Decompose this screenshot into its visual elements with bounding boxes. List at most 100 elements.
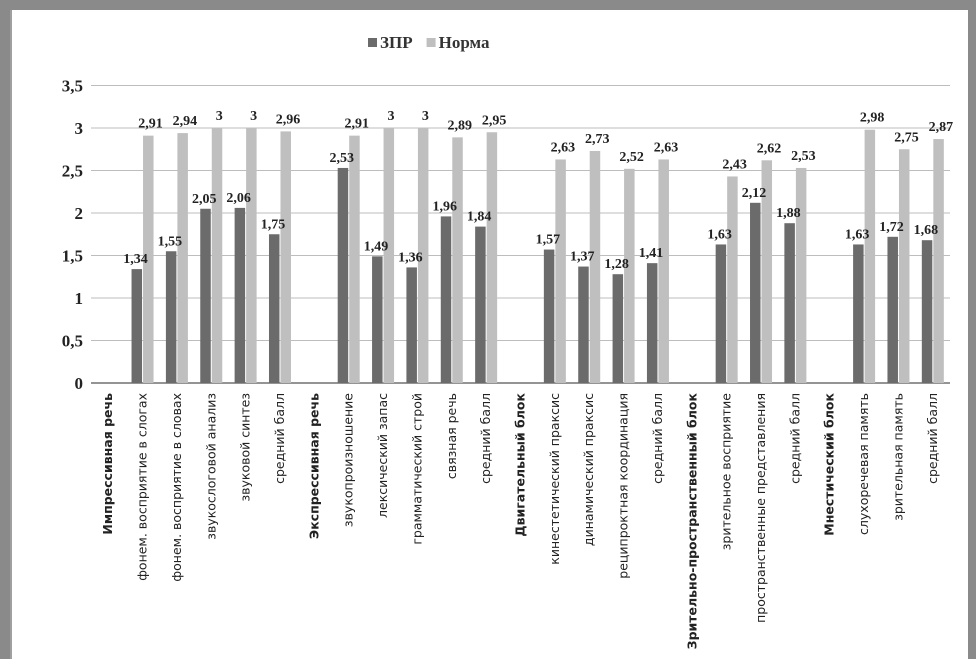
- x-category-label: лексический запас: [375, 393, 390, 518]
- data-label-zpr: 1,55: [158, 234, 183, 249]
- x-category-label: слухоречевая память: [856, 393, 871, 535]
- bar-norm: [177, 133, 188, 383]
- data-label-zpr: 1,37: [570, 250, 595, 265]
- x-category-label: зрительное восприятие: [719, 393, 734, 551]
- x-category-label: Зрительно-пространственный блок: [684, 392, 699, 649]
- x-category-label: фонем. восприятие в словах: [169, 393, 184, 582]
- x-category-label: звуковой синтез: [238, 393, 253, 502]
- x-category-label: средний балл: [478, 393, 493, 484]
- data-label-zpr: 1,28: [604, 257, 629, 272]
- bar-norm: [589, 150, 601, 383]
- bar-norm: [383, 128, 395, 383]
- data-label-norm: 3: [388, 109, 395, 124]
- legend-label-1: Норма: [439, 33, 490, 52]
- data-label-norm: 2,63: [551, 140, 576, 155]
- x-category-label: Мнестический блок: [822, 392, 837, 535]
- data-label-zpr: 2,53: [329, 151, 354, 166]
- x-category-label: средний балл: [650, 393, 665, 484]
- data-label-norm: 2,63: [654, 140, 679, 155]
- bar-norm: [417, 128, 429, 383]
- data-label-zpr: 1,36: [398, 250, 423, 265]
- x-category-label: связная речь: [444, 393, 459, 479]
- bar-norm: [795, 167, 807, 383]
- bar-norm: [624, 168, 635, 383]
- data-label-norm: 2,87: [929, 120, 954, 135]
- data-label-norm: 2,91: [344, 117, 369, 132]
- legend-swatch-0: [368, 38, 377, 47]
- bar-zpr: [131, 269, 143, 383]
- bar-zpr: [234, 207, 246, 383]
- data-label-zpr: 1,68: [914, 223, 939, 238]
- bar-zpr: [750, 202, 761, 383]
- data-label-zpr: 1,57: [536, 233, 561, 248]
- data-label-zpr: 2,06: [226, 191, 251, 206]
- data-label-zpr: 1,96: [433, 199, 458, 214]
- y-tick-label: 1: [75, 289, 84, 308]
- bar-zpr: [268, 234, 280, 383]
- data-label-norm: 2,98: [860, 111, 885, 126]
- bar-norm: [761, 160, 773, 383]
- y-tick-label: 3,5: [62, 77, 83, 96]
- grid-lines: [91, 85, 950, 384]
- bar-norm: [933, 139, 944, 383]
- x-category-label: кинестетический праксис: [547, 393, 562, 565]
- bar-norm: [211, 128, 223, 383]
- chart-frame: ЗПР Норма 0 0,5 1 1,5 2 2,5 3 3,5 1,34 2,91 1,55 2,…: [10, 10, 968, 659]
- data-label-norm: 2,94: [173, 114, 198, 129]
- data-label-zpr: 1,84: [467, 210, 492, 225]
- bar-zpr: [612, 274, 624, 383]
- data-label-norm: 2,96: [276, 112, 301, 127]
- bar-zpr: [887, 236, 898, 383]
- x-category-label: средний балл: [272, 393, 287, 484]
- data-label-zpr: 1,72: [879, 220, 904, 235]
- y-tick-label: 0,5: [62, 332, 83, 351]
- x-category-label: Двигательный блок: [513, 392, 528, 536]
- bar-norm: [658, 159, 669, 383]
- data-label-zpr: 1,63: [707, 227, 732, 242]
- data-label-zpr: 1,75: [261, 217, 286, 232]
- x-category-label: Импрессивная речь: [100, 393, 115, 535]
- bar-norm: [452, 137, 463, 383]
- bar-zpr: [646, 263, 658, 383]
- data-label-norm: 2,91: [138, 117, 163, 132]
- data-label-zpr: 2,12: [742, 186, 767, 201]
- data-label-norm: 2,43: [722, 157, 747, 172]
- bar-zpr: [853, 244, 864, 383]
- data-label-norm: 2,75: [894, 130, 919, 145]
- bar-norm: [898, 149, 910, 383]
- legend: ЗПР Норма: [368, 33, 490, 52]
- data-label-zpr: 1,34: [123, 252, 148, 267]
- y-tick-label: 2,5: [62, 162, 83, 181]
- bar-norm: [349, 135, 360, 383]
- bar-zpr: [440, 216, 452, 383]
- x-category-label: средний балл: [787, 393, 802, 484]
- y-tick-label: 1,5: [62, 247, 83, 266]
- bar-zpr: [165, 251, 177, 383]
- bar-zpr: [784, 223, 795, 383]
- bar-norm: [555, 159, 566, 383]
- legend-label-0: ЗПР: [380, 33, 413, 52]
- bar-norm: [143, 135, 154, 383]
- bars: [131, 128, 944, 383]
- bar-zpr: [543, 249, 555, 383]
- bar-zpr: [200, 208, 211, 383]
- data-label-zpr: 1,49: [364, 239, 389, 254]
- x-category-label: звукопроизношение: [341, 393, 356, 527]
- bar-norm: [864, 129, 876, 383]
- bar-zpr: [715, 244, 727, 383]
- bar-zpr: [372, 256, 383, 383]
- bar-norm: [486, 132, 498, 383]
- data-label-norm: 3: [422, 109, 429, 124]
- bar-zpr: [337, 167, 349, 383]
- bar-zpr: [578, 266, 589, 383]
- x-category-label: грамматический строй: [409, 393, 424, 545]
- bar-zpr: [475, 226, 486, 383]
- x-category-label: пространственные представления: [753, 393, 768, 623]
- legend-swatch-1: [426, 38, 436, 47]
- bar-norm: [246, 128, 257, 383]
- x-category-label: средний балл: [925, 393, 940, 484]
- data-label-zpr: 1,63: [845, 227, 870, 242]
- data-label-norm: 2,73: [585, 132, 610, 147]
- x-axis: Импрессивная речь фонем. восприятие в сло…: [100, 392, 940, 649]
- x-category-label: динамический праксис: [581, 393, 596, 546]
